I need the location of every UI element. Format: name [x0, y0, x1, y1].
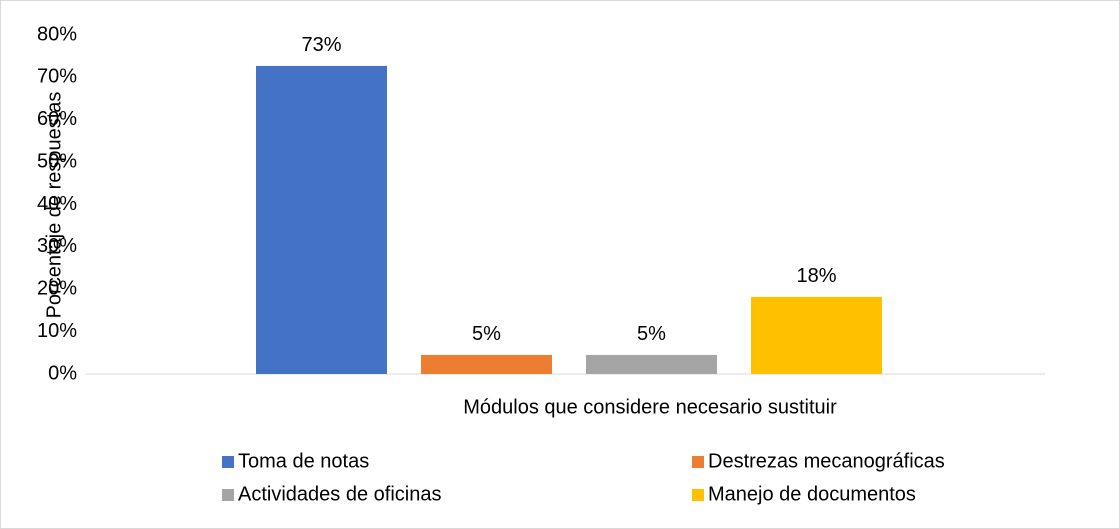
- data-label: 5%: [472, 323, 501, 345]
- legend-swatch: [692, 489, 704, 501]
- bar: [421, 354, 552, 374]
- y-tick-label: 10%: [37, 320, 77, 342]
- legend-label: Actividades de oficinas: [238, 483, 441, 505]
- y-tick-label: 20%: [37, 278, 77, 300]
- legend-swatch: [692, 456, 704, 468]
- bar: [751, 296, 882, 374]
- y-tick-label: 80%: [37, 23, 77, 45]
- y-tick-label: 70%: [37, 66, 77, 88]
- data-label: 73%: [301, 34, 341, 56]
- y-tick-label: 60%: [37, 108, 77, 130]
- y-tick-label: 40%: [37, 193, 77, 215]
- y-tick-label: 30%: [37, 235, 77, 257]
- bar: [256, 65, 387, 374]
- x-axis-label: Módulos que considere necesario sustitui…: [463, 396, 837, 418]
- legend-swatch: [222, 456, 234, 468]
- y-axis-label: Porcentaje de respuestas: [43, 92, 65, 319]
- legend-label: Destrezas mecanográficas: [708, 450, 945, 472]
- y-tick-label: 0%: [48, 362, 77, 384]
- legend-label: Toma de notas: [238, 450, 369, 472]
- bar: [586, 354, 717, 374]
- y-tick-label: 50%: [37, 150, 77, 172]
- legend-label: Manejo de documentos: [708, 483, 916, 505]
- legend-swatch: [222, 489, 234, 501]
- data-label: 18%: [796, 265, 836, 287]
- data-label: 5%: [637, 323, 666, 345]
